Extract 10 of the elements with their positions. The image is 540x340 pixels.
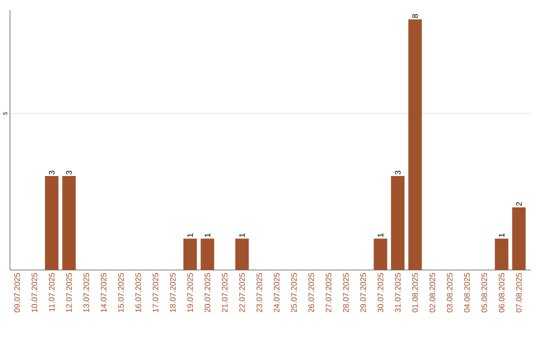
bar: [200, 238, 214, 270]
bar: [235, 238, 249, 270]
bar: [44, 176, 58, 270]
bar: [183, 238, 197, 270]
bar: [391, 176, 405, 270]
bar: [408, 19, 422, 270]
bar: [62, 176, 76, 270]
bar: [494, 238, 508, 270]
bar: [512, 207, 526, 270]
bar: [374, 238, 388, 270]
